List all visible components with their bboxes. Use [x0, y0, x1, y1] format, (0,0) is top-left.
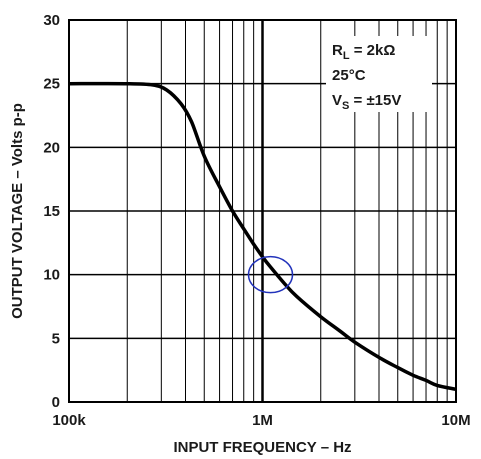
plot-frame [68, 19, 457, 403]
annotation-supply-voltage: VS = ±15V [332, 92, 401, 112]
highlight-circle [247, 255, 294, 294]
y-tick-label: 10 [43, 267, 60, 284]
y-tick-label: 20 [43, 139, 60, 156]
y-axis-label: OUTPUT VOLTAGE – Volts p-p [9, 103, 26, 319]
annotation-temperature: 25°C [332, 67, 366, 84]
x-tick-label: 10M [441, 412, 470, 429]
x-axis-label: INPUT FREQUENCY – Hz [173, 439, 351, 456]
y-tick-label: 5 [52, 330, 60, 347]
y-tick-labels: 0 5 10 15 20 25 30 [43, 12, 60, 411]
y-tick-label: 30 [43, 12, 60, 29]
y-tick-label: 25 [43, 76, 60, 93]
y-tick-label: 0 [52, 394, 60, 411]
x-tick-label: 1M [252, 412, 273, 429]
y-tick-label: 15 [43, 203, 60, 220]
series-layer [68, 81, 457, 392]
x-tick-label: 100k [52, 412, 86, 429]
series-line-0 [68, 81, 457, 392]
annotation-box: RL = 2kΩ 25°C VS = ±15V [326, 36, 432, 112]
annotation-load-resistance: RL = 2kΩ [332, 42, 395, 62]
annotation-background [326, 36, 432, 112]
x-tick-labels: 100k 1M 10M [52, 412, 470, 429]
